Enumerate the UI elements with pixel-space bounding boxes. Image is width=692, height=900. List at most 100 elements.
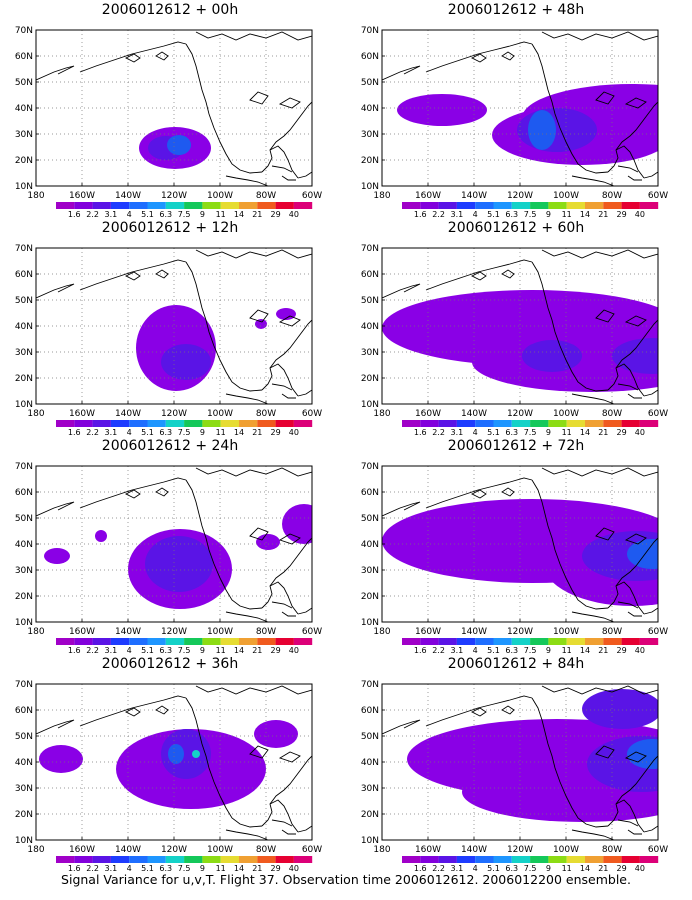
lon-tick-label: 100W bbox=[553, 191, 579, 201]
lon-tick-label: 100W bbox=[553, 627, 579, 637]
field-layer bbox=[382, 248, 658, 404]
coastline bbox=[297, 389, 312, 397]
panel-title: 2006012612 + 36h bbox=[101, 656, 239, 672]
lon-tick-label: 80W bbox=[602, 627, 622, 637]
color-bar-swatch bbox=[511, 202, 531, 209]
variance-region bbox=[255, 319, 267, 329]
color-bar-label: 1.6 bbox=[68, 428, 81, 436]
lat-tick-label: 20N bbox=[15, 374, 33, 384]
coastline bbox=[155, 51, 169, 61]
color-bar-label: 2.2 bbox=[432, 864, 445, 872]
color-bar-label: 11 bbox=[562, 646, 572, 654]
color-bar-swatch bbox=[275, 420, 294, 427]
coastline bbox=[278, 315, 301, 327]
lon-tick-label: 60W bbox=[302, 191, 322, 201]
color-bar-label: 9 bbox=[200, 864, 205, 872]
variance-region bbox=[397, 94, 487, 126]
color-bar-label: 11 bbox=[216, 864, 226, 872]
color-bar-label: 29 bbox=[271, 646, 281, 654]
color-bar-label: 29 bbox=[617, 210, 627, 218]
coastline bbox=[271, 601, 296, 617]
color-bar-label: 11 bbox=[562, 864, 572, 872]
lat-tick-label: 30N bbox=[15, 566, 33, 576]
color-bar-label: 5.1 bbox=[487, 646, 500, 654]
color-bar-swatch bbox=[147, 420, 166, 427]
color-bar-swatch bbox=[92, 202, 111, 209]
coastline bbox=[36, 501, 75, 517]
lon-tick-label: 160W bbox=[415, 191, 441, 201]
lat-tick-label: 20N bbox=[15, 156, 33, 166]
lon-tick-label: 100W bbox=[207, 845, 233, 855]
lat-tick-label: 40N bbox=[15, 758, 33, 768]
color-bar-label: 5.1 bbox=[141, 210, 154, 218]
coastline bbox=[297, 607, 312, 615]
color-bar-swatch bbox=[566, 202, 585, 209]
color-bar-label: 9 bbox=[546, 864, 551, 872]
color-bar-swatch bbox=[493, 856, 512, 863]
variance-region bbox=[145, 536, 213, 592]
color-bar-swatch bbox=[275, 856, 294, 863]
color-bar-label: 5.1 bbox=[487, 864, 500, 872]
color-bar-label: 3.1 bbox=[451, 428, 464, 436]
lon-tick-label: 60W bbox=[648, 191, 668, 201]
color-bar-swatch bbox=[165, 638, 185, 645]
coastline bbox=[185, 43, 263, 174]
color-bar: 1.6 2.2 3.1 4 5.1 6.3 7.5 9 11 14 21 29 40 bbox=[56, 420, 313, 436]
color-bar-label: 4 bbox=[127, 646, 132, 654]
coastline bbox=[501, 705, 515, 715]
lat-tick-label: 70N bbox=[361, 462, 379, 472]
lon-tick-label: 80W bbox=[602, 845, 622, 855]
lat-tick-label: 30N bbox=[15, 130, 33, 140]
color-bar-swatch bbox=[293, 202, 313, 209]
lat-tick-label: 60N bbox=[361, 488, 379, 498]
color-bar-swatch bbox=[402, 856, 421, 863]
coastline bbox=[643, 389, 658, 397]
color-bar-label: 29 bbox=[617, 864, 627, 872]
panel-60h: 2006012612 + 60h 70N 60N 50N 40N 30N 20N 10N 18… bbox=[346, 218, 686, 436]
color-bar-label: 11 bbox=[216, 210, 226, 218]
coastline bbox=[124, 53, 141, 63]
footer-caption: Signal Variance for u,v,T. Flight 37. Ob… bbox=[61, 872, 631, 887]
color-bar-swatch bbox=[110, 202, 130, 209]
color-bar-label: 21 bbox=[252, 428, 262, 436]
lon-tick-label: 60W bbox=[302, 409, 322, 419]
color-bar-swatch bbox=[257, 638, 276, 645]
coastline bbox=[124, 489, 141, 499]
color-bar-swatch bbox=[56, 202, 75, 209]
coastline bbox=[249, 309, 269, 323]
color-bar-label: 2.2 bbox=[86, 428, 99, 436]
coastline bbox=[195, 467, 312, 477]
panel-title: 2006012612 + 72h bbox=[447, 438, 585, 454]
color-bar-label: 4 bbox=[473, 646, 478, 654]
color-bar-swatch bbox=[493, 638, 512, 645]
color-bar-label: 29 bbox=[271, 428, 281, 436]
color-bar-label: 40 bbox=[635, 646, 645, 654]
field-layer bbox=[382, 466, 658, 622]
color-bar-label: 9 bbox=[546, 428, 551, 436]
coastline bbox=[269, 101, 312, 151]
color-bar-swatch bbox=[511, 638, 531, 645]
lon-tick-label: 100W bbox=[207, 627, 233, 637]
color-bar-label: 6.3 bbox=[505, 428, 518, 436]
color-bar-swatch bbox=[129, 638, 148, 645]
color-bar-swatch bbox=[239, 420, 258, 427]
coastline bbox=[261, 581, 299, 615]
color-bar-swatch bbox=[147, 856, 166, 863]
coastline bbox=[571, 175, 615, 186]
coastline bbox=[425, 477, 533, 509]
color-bar-swatch bbox=[220, 856, 239, 863]
color-bar-swatch bbox=[402, 638, 421, 645]
lat-tick-label: 30N bbox=[361, 566, 379, 576]
lat-tick-label: 50N bbox=[361, 78, 379, 88]
lon-tick-label: 180 bbox=[373, 845, 390, 855]
color-bar-swatch bbox=[475, 856, 494, 863]
color-bar-swatch bbox=[92, 856, 111, 863]
lon-tick-label: 180 bbox=[373, 191, 390, 201]
color-bar-label: 6.3 bbox=[505, 210, 518, 218]
color-bar-label: 29 bbox=[617, 428, 627, 436]
lat-tick-label: 40N bbox=[15, 322, 33, 332]
color-bar-swatch bbox=[184, 420, 203, 427]
color-bar-swatch bbox=[585, 638, 604, 645]
